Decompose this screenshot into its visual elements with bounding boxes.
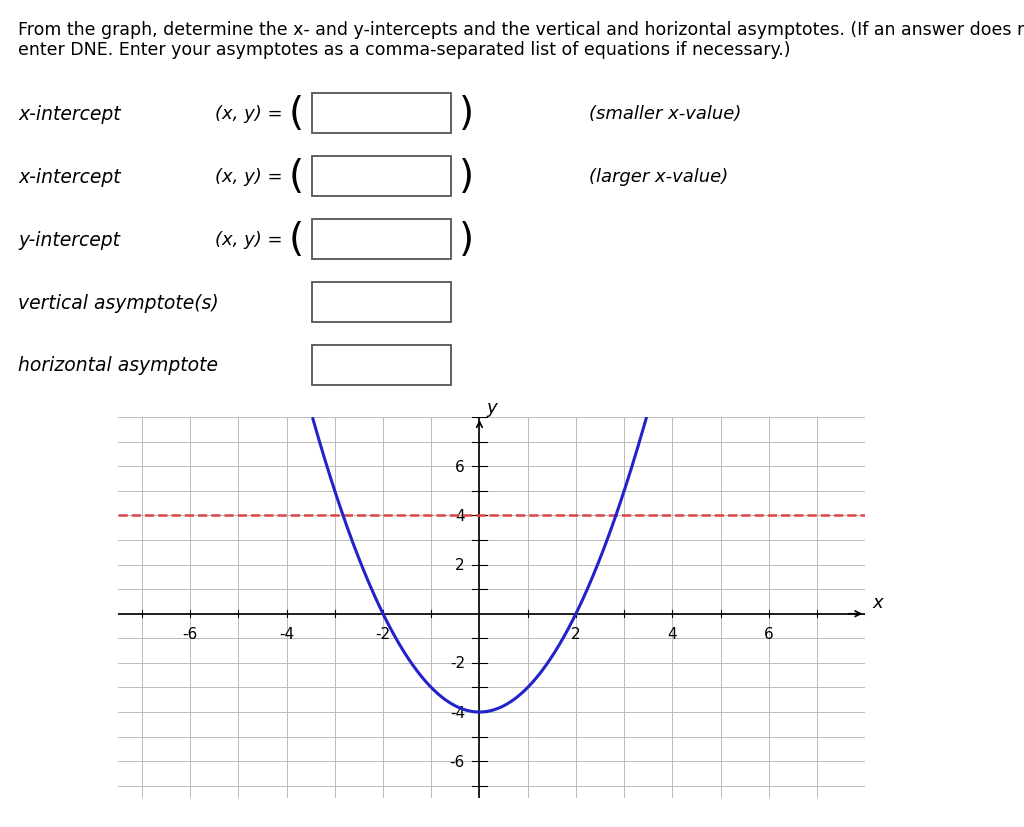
Text: ): ) — [459, 158, 474, 196]
Text: y-intercept: y-intercept — [18, 231, 121, 249]
Text: x-intercept: x-intercept — [18, 168, 121, 186]
Text: x: x — [872, 594, 883, 611]
Text: 4: 4 — [456, 509, 465, 523]
Text: -4: -4 — [279, 626, 294, 641]
Text: 2: 2 — [456, 557, 465, 572]
Text: (: ( — [289, 221, 304, 259]
Text: (larger x-value): (larger x-value) — [589, 168, 728, 186]
Bar — [312, 346, 451, 385]
Text: ): ) — [459, 95, 474, 133]
Bar — [312, 283, 451, 323]
Text: -6: -6 — [182, 626, 198, 641]
Text: (x, y) =: (x, y) = — [215, 231, 283, 249]
Text: -4: -4 — [450, 705, 465, 719]
Text: enter DNE. Enter your asymptotes as a comma-separated list of equations if neces: enter DNE. Enter your asymptotes as a co… — [18, 41, 791, 59]
Text: From the graph, determine the x- and y-intercepts and the vertical and horizonta: From the graph, determine the x- and y-i… — [18, 21, 1024, 39]
Text: x-intercept: x-intercept — [18, 105, 121, 123]
Text: 4: 4 — [668, 626, 677, 641]
Text: (x, y) =: (x, y) = — [215, 168, 283, 186]
Text: ): ) — [459, 221, 474, 259]
Text: horizontal asymptote: horizontal asymptote — [18, 356, 218, 375]
Text: -2: -2 — [450, 656, 465, 671]
Text: vertical asymptote(s): vertical asymptote(s) — [18, 294, 219, 312]
Text: (: ( — [289, 95, 304, 133]
Bar — [312, 94, 451, 134]
Text: (smaller x-value): (smaller x-value) — [589, 105, 741, 123]
Text: -2: -2 — [376, 626, 390, 641]
Text: y: y — [486, 399, 498, 417]
Text: 6: 6 — [456, 459, 465, 474]
Text: 2: 2 — [571, 626, 581, 641]
Text: 6: 6 — [764, 626, 774, 641]
Text: -6: -6 — [450, 753, 465, 769]
Bar — [312, 157, 451, 197]
Bar — [312, 220, 451, 260]
Text: (x, y) =: (x, y) = — [215, 105, 283, 123]
Text: (: ( — [289, 158, 304, 196]
